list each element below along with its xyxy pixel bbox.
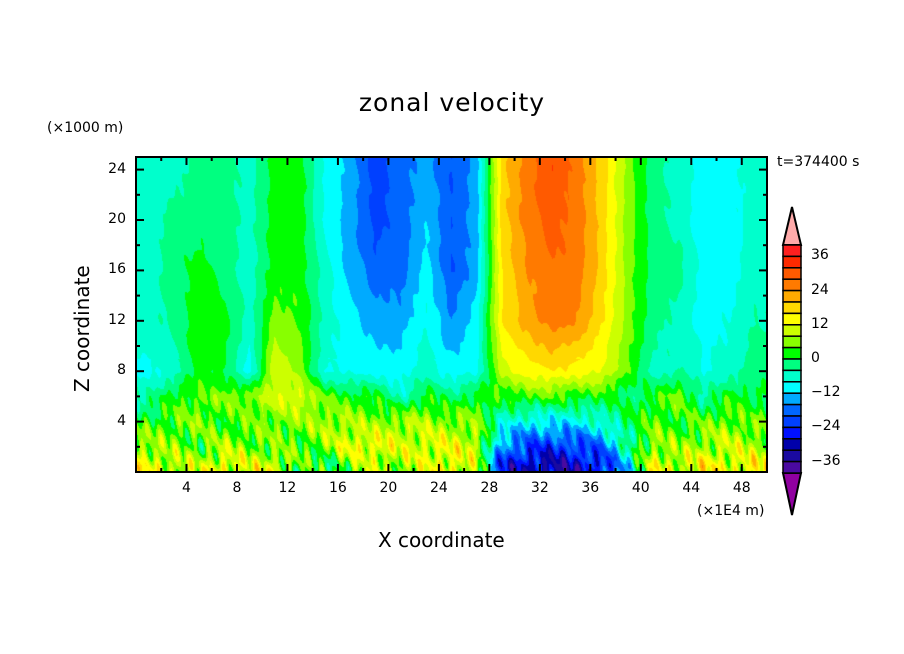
colorbar-box xyxy=(782,346,802,360)
colorbar-box xyxy=(782,358,802,372)
colorbar-box xyxy=(782,278,802,292)
x-tick-label: 24 xyxy=(429,480,448,496)
x-tick-label: 32 xyxy=(530,480,549,496)
colorbar-label: −12 xyxy=(811,384,841,401)
velocity-field xyxy=(136,157,767,472)
x-tick-label: 36 xyxy=(581,480,600,496)
y-tick-label: 12 xyxy=(108,311,126,328)
x-tick-label: 28 xyxy=(480,480,499,496)
colorbar-box xyxy=(782,369,802,383)
colorbar-box xyxy=(782,312,802,326)
x-tick-label: 16 xyxy=(328,480,347,496)
colorbar-box xyxy=(782,460,802,474)
colorbar-label: −24 xyxy=(811,418,841,435)
x-tick-label: 12 xyxy=(278,480,297,496)
y-tick-label: 24 xyxy=(108,160,126,177)
colorbar-box xyxy=(782,449,802,463)
x-tick-label: 48 xyxy=(732,480,751,496)
colorbar-label: 12 xyxy=(811,315,829,332)
colorbar-box xyxy=(782,289,802,303)
colorbar-over-triangle xyxy=(781,206,803,246)
y-tick-label: 4 xyxy=(117,412,126,429)
z-unit-label: (×1000 m) xyxy=(47,120,124,136)
y-tick-label: 20 xyxy=(108,211,126,227)
colorbar-box xyxy=(782,324,802,337)
y-tick-label: 8 xyxy=(117,362,126,379)
colorbar-label: 24 xyxy=(811,281,829,298)
colorbar-box xyxy=(782,244,802,258)
colorbar-under-triangle xyxy=(781,472,803,516)
colorbar-box xyxy=(782,267,802,280)
colorbar-box xyxy=(782,403,802,417)
x-tick-label: 44 xyxy=(682,480,701,496)
colorbar-label: 36 xyxy=(811,247,829,264)
time-label: t=374400 s xyxy=(777,154,860,170)
x-axis-label: X coordinate xyxy=(378,528,505,552)
x-tick-label: 8 xyxy=(232,480,242,496)
plot-frame xyxy=(135,156,768,473)
colorbar-box xyxy=(782,415,802,429)
colorbar-box xyxy=(782,335,802,349)
x-tick-label: 4 xyxy=(182,480,191,496)
colorbar-label: 0 xyxy=(811,350,820,366)
chart-title: zonal velocity xyxy=(358,88,546,117)
colorbar-box xyxy=(782,381,802,394)
x-tick-label: 40 xyxy=(631,480,650,496)
x-tick-label: 20 xyxy=(379,480,398,496)
colorbar-box xyxy=(782,426,802,440)
colorbar-box xyxy=(782,255,802,269)
colorbar-box xyxy=(782,392,802,406)
colorbar-label: −36 xyxy=(811,452,841,469)
colorbar-box xyxy=(782,301,802,315)
y-tick-label: 16 xyxy=(108,261,126,278)
colorbar-box xyxy=(782,438,802,451)
x-unit-label: (×1E4 m) xyxy=(697,503,765,519)
